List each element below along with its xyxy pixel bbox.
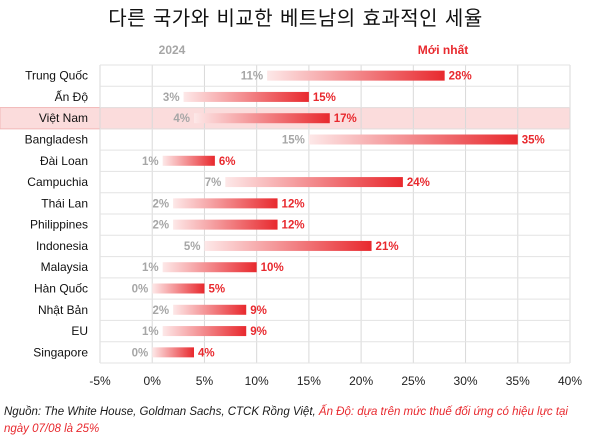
- category-label: EU: [71, 324, 88, 338]
- category-label: Đài Loan: [40, 154, 88, 168]
- x-tick-label: 20%: [349, 374, 373, 388]
- baseline-value-label: 1%: [142, 156, 159, 168]
- x-tick-label: 5%: [196, 374, 214, 388]
- baseline-value-label: 3%: [163, 92, 180, 104]
- baseline-value-label: 5%: [184, 241, 201, 253]
- range-bar: [204, 240, 372, 251]
- category-label: Hàn Quốc: [34, 282, 88, 296]
- latest-value-label: 4%: [198, 347, 215, 359]
- latest-value-label: 15%: [313, 92, 336, 104]
- baseline-value-label: 2%: [152, 198, 169, 210]
- range-bar: [173, 304, 247, 315]
- range-bar: [152, 347, 194, 358]
- range-bar: [162, 326, 247, 337]
- source-note-india: Ấn Độ: dựa trên mức thuế đối ứng có hiệu…: [4, 406, 568, 435]
- x-tick-label: 10%: [245, 374, 269, 388]
- x-tick-label: 0%: [144, 374, 162, 388]
- baseline-value-label: 15%: [282, 135, 305, 147]
- latest-value-label: 28%: [449, 71, 472, 83]
- effective-tax-rate-chart: -5% 0% 5% 10% 15% 20% 25% 30% 35% 40% Trung Quốc 1…: [0, 43, 582, 388]
- category-label: Indonesia: [36, 239, 88, 253]
- category-label: Việt Nam: [39, 111, 88, 125]
- legend-latest-label: Mới nhất: [418, 43, 469, 57]
- latest-value-label: 6%: [219, 156, 236, 168]
- range-bar: [308, 134, 518, 145]
- category-label: Nhật Bản: [38, 303, 88, 317]
- source-note: Nguồn: The White House, Goldman Sachs, C…: [4, 404, 588, 438]
- legend-baseline-label: 2024: [159, 43, 186, 57]
- range-bar: [162, 262, 257, 273]
- x-tick-label: 40%: [558, 374, 582, 388]
- x-tick-label: -5%: [89, 374, 111, 388]
- range-bar: [225, 177, 403, 188]
- category-label: Bangladesh: [25, 133, 88, 147]
- latest-value-label: 35%: [522, 135, 545, 147]
- baseline-value-label: 1%: [142, 326, 159, 338]
- latest-value-label: 9%: [250, 326, 267, 338]
- category-label: Singapore: [33, 345, 88, 359]
- x-tick-label: 35%: [506, 374, 530, 388]
- latest-value-label: 12%: [282, 220, 305, 232]
- category-label: Philippines: [30, 218, 88, 232]
- baseline-value-label: 1%: [142, 262, 159, 274]
- baseline-value-label: 0%: [132, 284, 149, 296]
- latest-value-label: 10%: [261, 262, 284, 274]
- range-bar: [194, 113, 330, 124]
- baseline-value-label: 2%: [152, 305, 169, 317]
- x-tick-label: 25%: [401, 374, 425, 388]
- chart-title: 다른 국가와 비교한 베트남의 효과적인 세율: [108, 6, 483, 30]
- latest-value-label: 21%: [376, 241, 399, 253]
- category-label: Trung Quốc: [25, 69, 88, 83]
- latest-value-label: 5%: [208, 284, 225, 296]
- latest-value-label: 12%: [282, 198, 305, 210]
- category-label: Campuchia: [27, 175, 88, 189]
- latest-value-label: 17%: [334, 113, 357, 125]
- baseline-value-label: 2%: [152, 220, 169, 232]
- latest-value-label: 9%: [250, 305, 267, 317]
- range-bar: [183, 91, 309, 102]
- category-label: Thái Lan: [41, 196, 88, 210]
- baseline-value-label: 11%: [241, 71, 263, 83]
- range-bar: [173, 198, 278, 209]
- category-label: Ấn Độ: [55, 89, 89, 104]
- range-bar: [267, 70, 445, 81]
- baseline-value-label: 4%: [173, 113, 190, 125]
- baseline-value-label: 0%: [132, 347, 149, 359]
- x-tick-label: 15%: [297, 374, 321, 388]
- x-tick-label: 30%: [454, 374, 478, 388]
- baseline-value-label: 7%: [205, 177, 222, 189]
- range-bar: [173, 219, 278, 230]
- range-bar: [162, 155, 215, 166]
- latest-value-label: 24%: [407, 177, 430, 189]
- source-text: Nguồn: The White House, Goldman Sachs, C…: [4, 406, 319, 418]
- range-bar: [152, 283, 205, 294]
- category-label: Malaysia: [41, 260, 89, 274]
